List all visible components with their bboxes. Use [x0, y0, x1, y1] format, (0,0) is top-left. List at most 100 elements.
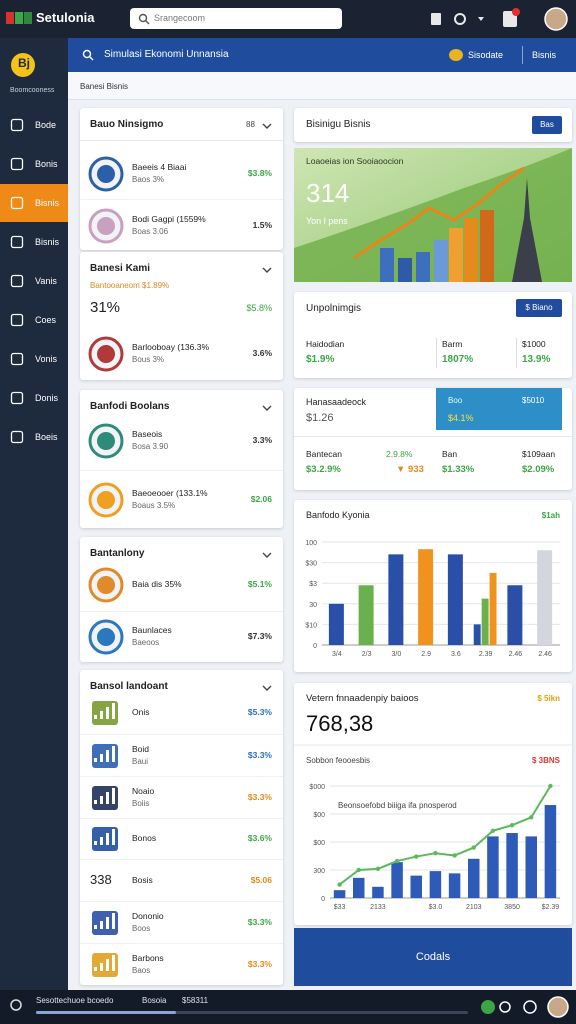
item-icon: [88, 619, 124, 655]
list-item[interactable]: 338 Bosis $5.06: [80, 859, 283, 901]
search-box[interactable]: Srangecoom: [130, 8, 342, 29]
lens: [138, 13, 148, 23]
sidebar-item[interactable]: Boeis: [0, 418, 68, 456]
item-sub: Boiis: [132, 798, 150, 808]
icon-bar: [112, 955, 115, 972]
list-item[interactable]: Baeeis 4 Biaai Baos 3% $3.8%: [80, 148, 283, 199]
banner-bar: [416, 252, 430, 282]
list-item[interactable]: Baunlaces Baeoos $7.3%: [80, 610, 283, 663]
sidebar-item[interactable]: Bisnis: [0, 184, 68, 222]
icon: [10, 999, 22, 1011]
list-item[interactable]: Noaio Boiis $3.3%: [80, 775, 283, 818]
bar: [358, 585, 374, 645]
stat-value: $2.09%: [522, 464, 555, 475]
chevron: [262, 123, 272, 129]
list-item[interactable]: Baeoeooer (133.1% Boaus 3.5% $2.06: [80, 470, 283, 528]
item-sub: Baos: [132, 966, 151, 976]
sidebar-item[interactable]: Bonis: [0, 145, 68, 183]
header-link[interactable]: Sisodate: [468, 50, 504, 60]
panel-button[interactable]: $ Biano: [516, 299, 562, 317]
item-name: Dononio: [132, 911, 164, 922]
brand-name: Setulonia: [36, 10, 95, 25]
item-value: $3.8%: [247, 167, 272, 178]
sidebar-item[interactable]: Bode: [0, 106, 68, 144]
item-value: 3.3%: [252, 435, 272, 445]
icon-bar: [106, 749, 109, 762]
chart-title: Banfodo Kyonia: [306, 510, 370, 520]
banner-art: [294, 148, 572, 282]
y-tick-label: $00: [313, 812, 325, 819]
stat-value: $1.9%: [306, 354, 335, 365]
icon-bar: [112, 913, 115, 930]
sidebar-item-label: Vonis: [35, 354, 58, 364]
list-item[interactable]: Onis $5.3%: [80, 692, 283, 734]
icon-settings: [454, 13, 466, 25]
sidebar-item[interactable]: Coes: [0, 301, 68, 339]
bar: [353, 877, 365, 898]
panel-button[interactable]: Bas: [532, 116, 562, 134]
sidebar-item[interactable]: Bisnis: [0, 223, 68, 261]
icon-tile: [92, 827, 118, 852]
item-icon: [88, 423, 124, 459]
panel-title: Unpolnimgis: [306, 303, 362, 314]
list-item[interactable]: Baia dis 35% $5.1%: [80, 559, 283, 611]
banner: Loaoeias ion Sooiaoocion 314 Yon l pens: [294, 148, 572, 282]
brand-icon: [6, 12, 32, 24]
item-icon: [88, 336, 124, 371]
line-point: [490, 828, 496, 833]
bar: [333, 890, 346, 898]
icon-bar: [112, 745, 115, 762]
item-name: Baunlaces: [132, 625, 172, 636]
line-point: [356, 867, 361, 873]
list-panel: Bauo Ninsigmo 88 Baeeis 4 Biaai Baos 3% $3.8…: [80, 108, 283, 250]
item-icon: [92, 743, 118, 768]
item-icon: [92, 911, 118, 936]
sidebar-item-icon: [10, 235, 24, 249]
item-value: $5.3%: [247, 706, 272, 717]
bar: [544, 805, 557, 898]
icon-bar: [100, 921, 103, 930]
chart-badge: $1ah: [542, 511, 560, 520]
bar: [391, 862, 403, 898]
x-tick-label: $2.39: [542, 904, 560, 911]
sidebar-item[interactable]: Vonis: [0, 340, 68, 378]
icon-bar: [106, 917, 109, 930]
avatar: [547, 996, 569, 1018]
stat-label: $1000: [522, 339, 546, 349]
sidebar-item[interactable]: Vanis: [0, 262, 68, 300]
sidebar-item-icon: [10, 196, 24, 210]
icon-tile: [92, 911, 118, 936]
item-value: $3.3%: [247, 917, 272, 928]
bar: [328, 603, 344, 645]
search-placeholder: Srangecoom: [154, 13, 206, 23]
item-name: Bosis: [132, 875, 153, 886]
item-icon: [88, 156, 124, 191]
line-point: [452, 853, 457, 858]
icon-core: [97, 432, 115, 450]
item-icon: [88, 208, 124, 243]
list-item[interactable]: Bonos $3.6%: [80, 817, 283, 860]
chevron-icon: [262, 123, 272, 129]
sidebar-item[interactable]: Donis: [0, 379, 68, 417]
chart-subtitle: Sobbon feooesbis: [306, 756, 370, 765]
list-item[interactable]: Dononio Boos $3.3%: [80, 901, 283, 943]
sidebar-item-icon: [10, 157, 24, 171]
action-button[interactable]: Codals: [294, 928, 572, 986]
list-item[interactable]: Boid Baui $3.3%: [80, 733, 283, 776]
x-tick-label: 3/4: [332, 651, 342, 658]
list-item[interactable]: Bodi Gagpi (1559% Boas 3.06 1.5%: [80, 199, 283, 250]
sidebar-item-icon: [10, 118, 24, 132]
item-sub: Boos: [132, 924, 151, 934]
header-link[interactable]: Bisnis: [532, 50, 557, 60]
panel-title: Bisinigu Bisnis: [306, 119, 371, 130]
list-item[interactable]: Barbons Baos $3.3%: [80, 943, 283, 985]
hill: [294, 148, 572, 282]
y-tick-label: 30: [309, 602, 317, 609]
y-tick-label: $3: [309, 581, 317, 588]
box-value: $5010: [522, 396, 545, 405]
list-item[interactable]: Barlooboay (136.3% Bous 3% 3.6%: [80, 327, 283, 380]
chart-panel: Banfodo Kyonia $1ah 0 $10 30 $3 $30 100 3/4 2/3 3/…: [294, 500, 572, 672]
icon-outline: [10, 430, 24, 444]
icon-bar: [94, 799, 97, 804]
list-item[interactable]: Baseois Bosa 3.90 3.3%: [80, 412, 283, 470]
